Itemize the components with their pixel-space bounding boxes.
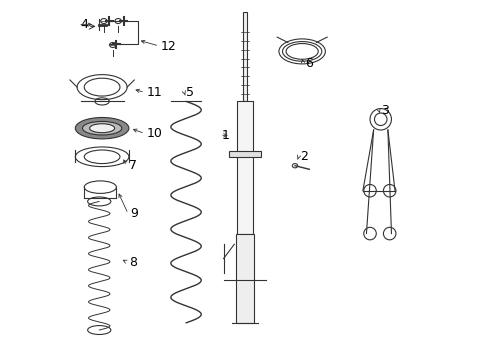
- Text: 10: 10: [147, 127, 163, 140]
- Text: 9: 9: [130, 207, 138, 220]
- Text: 7: 7: [129, 159, 137, 172]
- Text: 12: 12: [161, 40, 177, 53]
- Text: 11: 11: [147, 86, 163, 99]
- Text: 2: 2: [300, 150, 308, 163]
- Text: 6: 6: [305, 57, 313, 71]
- FancyBboxPatch shape: [243, 12, 247, 102]
- Text: 8: 8: [129, 256, 137, 269]
- Bar: [229, 152, 261, 157]
- Bar: [236, 234, 254, 323]
- Text: 5: 5: [186, 86, 194, 99]
- Ellipse shape: [82, 121, 122, 135]
- Ellipse shape: [75, 117, 129, 139]
- Text: 1: 1: [222, 129, 230, 142]
- Bar: [237, 102, 253, 234]
- Ellipse shape: [90, 124, 115, 133]
- Text: 4: 4: [80, 18, 88, 31]
- Text: 3: 3: [381, 104, 389, 117]
